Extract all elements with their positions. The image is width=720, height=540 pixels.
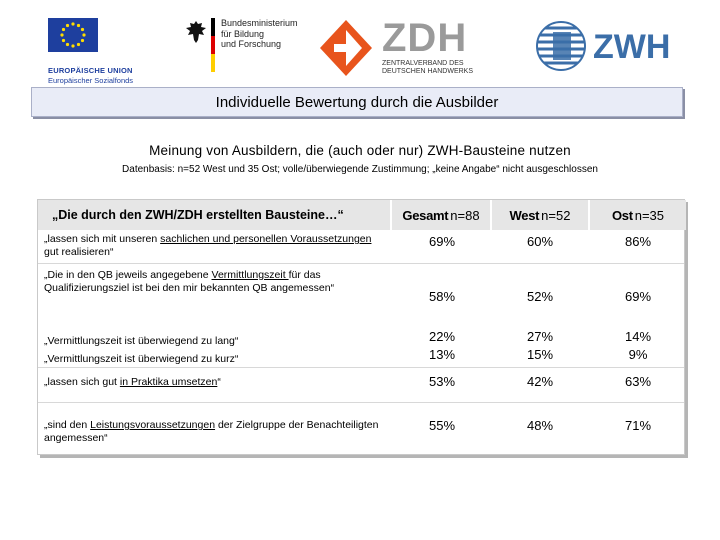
table-row-statement: „Vermittlungszeit ist überwiegend zu lan… xyxy=(44,335,384,365)
german-flag-bar xyxy=(211,18,215,72)
table-row-statement: „lassen sich mit unseren sachlichen und … xyxy=(44,233,384,258)
header-gesamt-n: n=88 xyxy=(450,207,480,223)
zdh-logo: ZDH ZENTRALVERBAND DES DEUTSCHEN HANDWER… xyxy=(318,16,508,82)
cell-gesamt: 58% xyxy=(428,289,456,304)
zdh-mark-icon xyxy=(320,20,372,76)
header-gesamt-label: Gesamt xyxy=(402,207,449,223)
cell-west: 60% xyxy=(526,234,554,249)
eu-logo-line2: Europäischer Sozialfonds xyxy=(48,76,134,85)
row-text-underlined: Vermittlungszeit xyxy=(211,269,289,281)
eu-logo: EUROPÄISCHE UNION Europäischer Sozialfon… xyxy=(48,18,158,85)
bmbf-logo-text: Bundesministerium für Bildung und Forsch… xyxy=(221,18,298,49)
cell-value-long: 14% xyxy=(624,329,652,344)
header-ost-label: Ost xyxy=(611,207,633,223)
header-ost: Ost n=35 xyxy=(590,200,686,230)
zwh-logo: ZWH xyxy=(535,20,675,76)
cell-ost: 14% 9% xyxy=(590,328,686,364)
cell-gesamt: 53% xyxy=(428,374,456,389)
row-divider xyxy=(38,402,684,403)
row-text-underlined: in Praktika umsetzen xyxy=(119,376,218,388)
row-text-underlined: Leistungsvoraussetzungen xyxy=(90,419,216,431)
cell-value-short: 9% xyxy=(628,347,648,362)
cell-west: 52% xyxy=(526,289,554,304)
table-row-statement: „Die in den QB jeweils angegebene Vermit… xyxy=(44,269,384,294)
bmbf-logo: Bundesministerium für Bildung und Forsch… xyxy=(185,18,298,74)
eu-flag-icon xyxy=(48,18,98,52)
row-divider xyxy=(38,263,684,264)
row-text-part: „Die in den QB jeweils angegebene xyxy=(44,269,212,281)
table-row-statement: „lassen sich gut in Praktika umsetzen“ xyxy=(44,376,384,389)
header-west-n: n=52 xyxy=(541,207,571,223)
header-statement: „Die durch den ZWH/ZDH erstellten Bauste… xyxy=(38,200,390,230)
cell-west: 48% xyxy=(526,418,554,433)
row-text-line: „Vermittlungszeit ist überwiegend zu kur… xyxy=(44,352,239,365)
header-west-label: West xyxy=(509,207,540,223)
header-ost-n: n=35 xyxy=(634,207,665,223)
cell-gesamt: 69% xyxy=(428,234,456,249)
row-text-part: für das Qualifizierungsziel ist bei den … xyxy=(44,269,335,294)
row-text-part: gut realisieren“ xyxy=(44,245,114,258)
cell-value-long: 27% xyxy=(526,329,554,344)
zwh-globe-icon xyxy=(536,21,586,71)
row-text-part: „lassen sich gut xyxy=(44,376,120,388)
row-text-part: der Zielgruppe der Benachteiligten angem… xyxy=(44,419,379,444)
zwh-logo-name: ZWH xyxy=(593,28,671,66)
cell-ost: 71% xyxy=(624,418,652,433)
header-gesamt: Gesamt n=88 xyxy=(392,200,490,230)
slide-subtitle: Meinung von Ausbildern, die (auch oder n… xyxy=(149,143,571,158)
cell-value-short: 15% xyxy=(526,347,554,362)
row-text-part: „lassen sich mit unseren xyxy=(44,233,161,245)
federal-eagle-icon xyxy=(186,21,206,43)
results-table: „Die durch den ZWH/ZDH erstellten Bauste… xyxy=(37,199,686,455)
zdh-logo-name: ZDH xyxy=(382,16,468,60)
cell-ost: 63% xyxy=(624,374,652,389)
row-text-part: “ xyxy=(217,376,221,388)
cell-gesamt: 22% 13% xyxy=(394,328,490,364)
eu-logo-line1: EUROPÄISCHE UNION xyxy=(48,66,133,75)
cell-ost: 69% xyxy=(624,289,652,304)
zdh-logo-subtitle: ZENTRALVERBAND DES DEUTSCHEN HANDWERKS xyxy=(382,60,474,75)
data-basis-note: Datenbasis: n=52 West und 35 Ost; volle/… xyxy=(122,164,598,175)
cell-west: 42% xyxy=(526,374,554,389)
header-west: West n=52 xyxy=(492,200,588,230)
cell-value-short: 13% xyxy=(428,347,456,362)
row-text-line: „Vermittlungszeit ist überwiegend zu lan… xyxy=(44,335,239,347)
row-text-part: „sind den xyxy=(44,419,91,431)
cell-gesamt: 55% xyxy=(428,418,456,433)
row-divider xyxy=(38,367,684,368)
cell-west: 27% 15% xyxy=(492,328,588,364)
cell-value-long: 22% xyxy=(428,329,456,344)
cell-ost: 86% xyxy=(624,234,652,249)
slide-title: Individuelle Bewertung durch die Ausbild… xyxy=(31,87,683,117)
table-row-statement: „sind den Leistungsvoraussetzungen der Z… xyxy=(44,419,384,444)
row-text-underlined: sachlichen und personellen Voraussetzung… xyxy=(160,233,372,245)
